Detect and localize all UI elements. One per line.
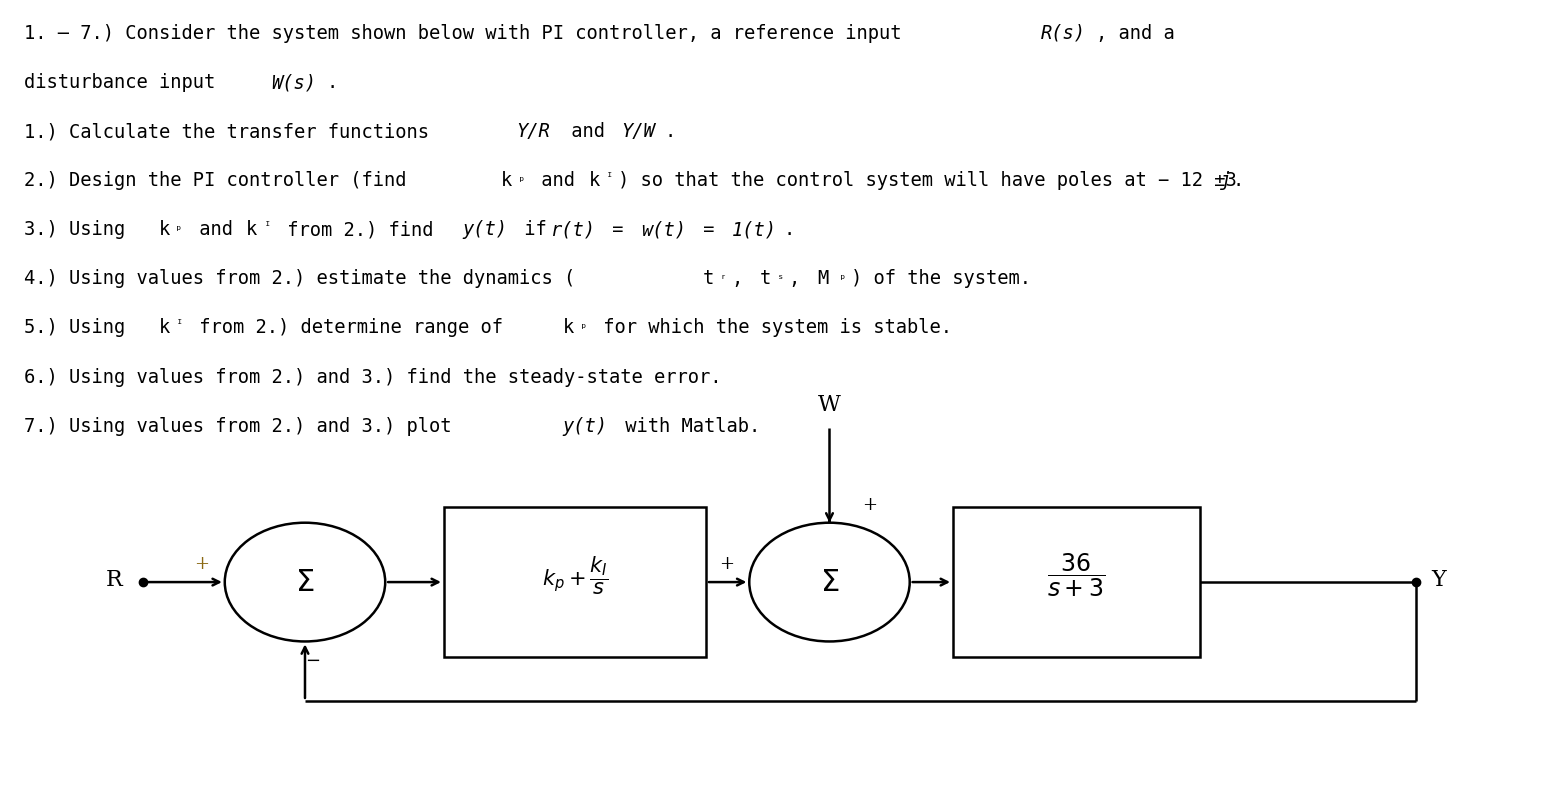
Text: 6.) Using values from 2.) and 3.) find the steady-state error.: 6.) Using values from 2.) and 3.) find t…	[25, 367, 721, 386]
Text: ₚ: ₚ	[580, 318, 588, 331]
Ellipse shape	[225, 522, 385, 642]
Text: =: =	[692, 220, 726, 239]
Text: .: .	[664, 122, 676, 141]
Text: and: and	[188, 220, 244, 239]
Text: ₚ: ₚ	[518, 171, 526, 184]
Text: R: R	[105, 569, 123, 590]
Text: 7.) Using values from 2.) and 3.) plot: 7.) Using values from 2.) and 3.) plot	[25, 417, 462, 436]
Text: for which the system is stable.: for which the system is stable.	[592, 318, 952, 338]
Text: k: k	[158, 220, 169, 239]
Text: $\dfrac{36}{s+3}$: $\dfrac{36}{s+3}$	[1047, 552, 1106, 599]
Text: from 2.) find: from 2.) find	[276, 220, 445, 239]
Text: k: k	[247, 220, 257, 239]
Text: 1(t): 1(t)	[732, 220, 777, 239]
Text: ₛ: ₛ	[777, 270, 785, 282]
Text: ᴵ: ᴵ	[606, 171, 613, 184]
Text: .: .	[1231, 171, 1244, 190]
Text: +: +	[718, 555, 734, 574]
Text: 1. – 7.) Consider the system shown below with PI controller, a reference input: 1. – 7.) Consider the system shown below…	[25, 24, 914, 43]
Ellipse shape	[749, 522, 910, 642]
Text: $\Sigma$: $\Sigma$	[295, 567, 315, 597]
Text: .: .	[783, 220, 794, 239]
Text: 2.) Design the PI controller (find: 2.) Design the PI controller (find	[25, 171, 417, 190]
Text: 1.) Calculate the transfer functions: 1.) Calculate the transfer functions	[25, 122, 440, 141]
Text: if: if	[513, 220, 558, 239]
Bar	[952, 507, 1200, 658]
Text: M: M	[817, 270, 828, 288]
Text: t: t	[703, 270, 715, 288]
Text: k: k	[158, 318, 169, 338]
Text: Y: Y	[1432, 569, 1446, 590]
Text: w(t): w(t)	[641, 220, 686, 239]
Text: ) of the system.: ) of the system.	[851, 270, 1031, 288]
Text: j: j	[1219, 171, 1231, 190]
Text: disturbance input: disturbance input	[25, 73, 226, 92]
Text: ,: ,	[789, 270, 824, 288]
Text: 4.) Using values from 2.) estimate the dynamics (: 4.) Using values from 2.) estimate the d…	[25, 270, 575, 288]
Text: t: t	[760, 270, 771, 288]
Text: −: −	[306, 652, 320, 670]
Text: W: W	[817, 394, 841, 416]
Text: 5.) Using: 5.) Using	[25, 318, 136, 338]
Text: with Matlab.: with Matlab.	[614, 417, 760, 436]
Text: Y/R: Y/R	[516, 122, 551, 141]
Text: W(s): W(s)	[271, 73, 316, 92]
Text: k: k	[589, 171, 600, 190]
Text: ᴵ: ᴵ	[264, 220, 271, 234]
Bar	[444, 507, 706, 658]
Text: y(t): y(t)	[563, 417, 608, 436]
Text: ) so that the control system will have poles at − 12 ±3: ) so that the control system will have p…	[619, 171, 1236, 190]
Text: k: k	[563, 318, 574, 338]
Text: r(t): r(t)	[551, 220, 596, 239]
Text: and: and	[530, 171, 586, 190]
Text: Y/W: Y/W	[622, 122, 655, 141]
Text: ᵣ: ᵣ	[720, 270, 727, 282]
Text: ᴵ: ᴵ	[175, 318, 183, 331]
Text: .: .	[327, 73, 338, 92]
Text: from 2.) determine range of: from 2.) determine range of	[188, 318, 513, 338]
Text: ₚ: ₚ	[175, 220, 183, 234]
Text: , and a: , and a	[1097, 24, 1176, 43]
Text: ,: ,	[732, 270, 766, 288]
Text: +: +	[194, 555, 209, 574]
Text: and: and	[560, 122, 616, 141]
Text: y(t): y(t)	[462, 220, 507, 239]
Text: ₚ: ₚ	[839, 270, 847, 282]
Text: $k_p + \dfrac{k_I}{s}$: $k_p + \dfrac{k_I}{s}$	[541, 554, 608, 597]
Text: R(s): R(s)	[1041, 24, 1086, 43]
Text: +: +	[862, 496, 878, 514]
Text: k: k	[501, 171, 512, 190]
Text: 3.) Using: 3.) Using	[25, 220, 136, 239]
Text: =: =	[602, 220, 634, 239]
Text: $\Sigma$: $\Sigma$	[820, 567, 839, 597]
